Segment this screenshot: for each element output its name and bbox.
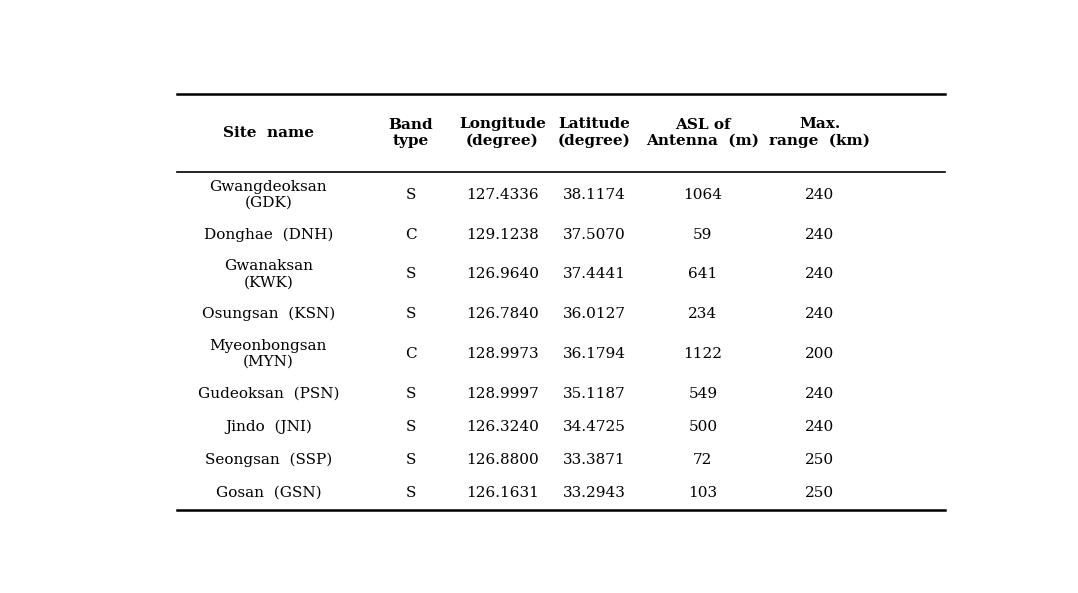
Text: 1064: 1064 bbox=[683, 188, 722, 202]
Text: Seongsan  (SSP): Seongsan (SSP) bbox=[205, 452, 332, 467]
Text: 240: 240 bbox=[805, 188, 834, 202]
Text: 35.1187: 35.1187 bbox=[563, 387, 625, 400]
Text: 128.9973: 128.9973 bbox=[466, 347, 539, 361]
Text: 500: 500 bbox=[688, 420, 718, 433]
Text: 127.4336: 127.4336 bbox=[466, 188, 539, 202]
Text: Gosan  (GSN): Gosan (GSN) bbox=[216, 486, 321, 500]
Text: 103: 103 bbox=[688, 486, 718, 500]
Text: 200: 200 bbox=[805, 347, 834, 361]
Text: Longitude
(degree): Longitude (degree) bbox=[459, 117, 545, 148]
Text: 240: 240 bbox=[805, 228, 834, 241]
Text: 38.1174: 38.1174 bbox=[563, 188, 625, 202]
Text: Osungsan  (KSN): Osungsan (KSN) bbox=[202, 307, 335, 321]
Text: 36.0127: 36.0127 bbox=[563, 307, 625, 321]
Text: 1122: 1122 bbox=[683, 347, 722, 361]
Text: Gwanaksan
(KWK): Gwanaksan (KWK) bbox=[224, 259, 313, 289]
Text: 37.5070: 37.5070 bbox=[563, 228, 625, 241]
Text: Band
type: Band type bbox=[388, 117, 432, 148]
Text: 126.1631: 126.1631 bbox=[466, 486, 539, 500]
Text: S: S bbox=[405, 420, 416, 433]
Text: 126.9640: 126.9640 bbox=[466, 267, 539, 281]
Text: 34.4725: 34.4725 bbox=[563, 420, 625, 433]
Text: ASL of
Antenna  (m): ASL of Antenna (m) bbox=[647, 117, 759, 148]
Text: S: S bbox=[405, 307, 416, 321]
Text: 126.3240: 126.3240 bbox=[466, 420, 539, 433]
Text: Gwangdeoksan
(GDK): Gwangdeoksan (GDK) bbox=[209, 180, 328, 210]
Text: S: S bbox=[405, 188, 416, 202]
Text: S: S bbox=[405, 387, 416, 400]
Text: Latitude
(degree): Latitude (degree) bbox=[557, 117, 631, 148]
Text: 36.1794: 36.1794 bbox=[563, 347, 625, 361]
Text: 126.8800: 126.8800 bbox=[466, 453, 539, 467]
Text: Jindo  (JNI): Jindo (JNI) bbox=[225, 419, 312, 434]
Text: 641: 641 bbox=[688, 267, 718, 281]
Text: 126.7840: 126.7840 bbox=[466, 307, 539, 321]
Text: 240: 240 bbox=[805, 307, 834, 321]
Text: 240: 240 bbox=[805, 420, 834, 433]
Text: 129.1238: 129.1238 bbox=[466, 228, 539, 241]
Text: 33.2943: 33.2943 bbox=[563, 486, 625, 500]
Text: 72: 72 bbox=[693, 453, 713, 467]
Text: 234: 234 bbox=[688, 307, 718, 321]
Text: 240: 240 bbox=[805, 387, 834, 400]
Text: Site  name: Site name bbox=[223, 126, 314, 140]
Text: 33.3871: 33.3871 bbox=[563, 453, 625, 467]
Text: 250: 250 bbox=[805, 486, 834, 500]
Text: 240: 240 bbox=[805, 267, 834, 281]
Text: Max.
range  (km): Max. range (km) bbox=[770, 117, 870, 148]
Text: C: C bbox=[404, 347, 416, 361]
Text: S: S bbox=[405, 453, 416, 467]
Text: 250: 250 bbox=[805, 453, 834, 467]
Text: Gudeoksan  (PSN): Gudeoksan (PSN) bbox=[197, 387, 340, 400]
Text: S: S bbox=[405, 267, 416, 281]
Text: Myeonbongsan
(MYN): Myeonbongsan (MYN) bbox=[210, 339, 327, 369]
Text: 128.9997: 128.9997 bbox=[466, 387, 539, 400]
Text: Donghae  (DNH): Donghae (DNH) bbox=[204, 227, 333, 242]
Text: 59: 59 bbox=[693, 228, 713, 241]
Text: S: S bbox=[405, 486, 416, 500]
Text: C: C bbox=[404, 228, 416, 241]
Text: 37.4441: 37.4441 bbox=[563, 267, 625, 281]
Text: 549: 549 bbox=[688, 387, 718, 400]
